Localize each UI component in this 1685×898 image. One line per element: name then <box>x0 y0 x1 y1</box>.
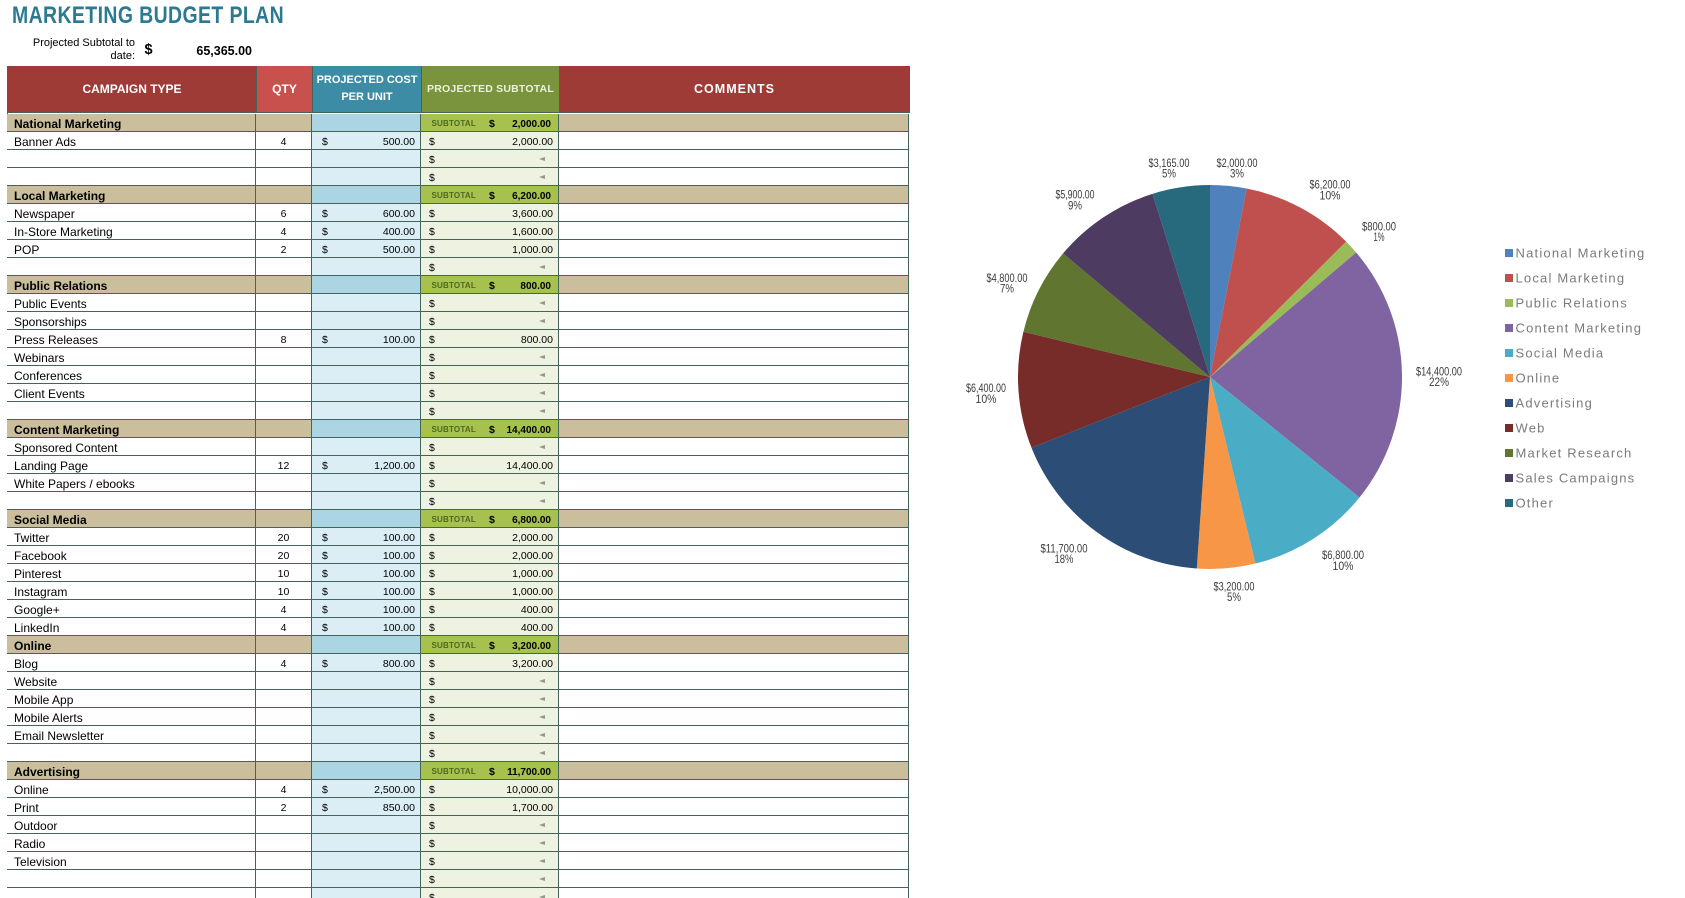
svg-text:10%: 10% <box>976 392 997 406</box>
svg-text:Other: Other <box>1516 496 1555 511</box>
svg-text:$11,700.00: $11,700.00 <box>1041 541 1088 555</box>
svg-text:3%: 3% <box>1230 167 1244 181</box>
svg-text:9%: 9% <box>1068 199 1082 213</box>
svg-text:Advertising: Advertising <box>1516 396 1594 411</box>
svg-text:5%: 5% <box>1162 167 1176 181</box>
svg-text:$6,200.00: $6,200.00 <box>1310 178 1351 192</box>
svg-text:Social Media: Social Media <box>1516 346 1605 361</box>
svg-text:Online: Online <box>1516 371 1561 386</box>
svg-text:$3,200.00: $3,200.00 <box>1214 579 1255 593</box>
svg-text:Local Marketing: Local Marketing <box>1516 271 1626 286</box>
svg-text:1%: 1% <box>1374 230 1385 244</box>
svg-text:18%: 18% <box>1055 552 1074 566</box>
svg-text:National Marketing: National Marketing <box>1516 246 1646 261</box>
svg-text:$800.00: $800.00 <box>1362 219 1396 233</box>
svg-text:Sales Campaigns: Sales Campaigns <box>1516 471 1636 486</box>
svg-text:10%: 10% <box>1320 188 1341 202</box>
svg-text:22%: 22% <box>1429 375 1449 389</box>
svg-text:10%: 10% <box>1333 559 1354 573</box>
svg-text:5%: 5% <box>1227 590 1241 604</box>
svg-text:$14,400.00: $14,400.00 <box>1416 364 1462 378</box>
svg-text:$3,165.00: $3,165.00 <box>1149 156 1190 170</box>
svg-text:$6,800.00: $6,800.00 <box>1322 548 1364 562</box>
svg-text:7%: 7% <box>1000 282 1014 296</box>
svg-text:Market Research: Market Research <box>1516 446 1633 461</box>
svg-text:Content Marketing: Content Marketing <box>1516 321 1643 336</box>
svg-text:Web: Web <box>1516 421 1546 436</box>
svg-text:$2,000.00: $2,000.00 <box>1217 156 1258 170</box>
svg-text:$4,800.00: $4,800.00 <box>987 271 1028 285</box>
svg-text:$6,400.00: $6,400.00 <box>966 381 1006 395</box>
svg-text:$5,900.00: $5,900.00 <box>1056 188 1095 202</box>
svg-text:Public Relations: Public Relations <box>1516 296 1628 311</box>
